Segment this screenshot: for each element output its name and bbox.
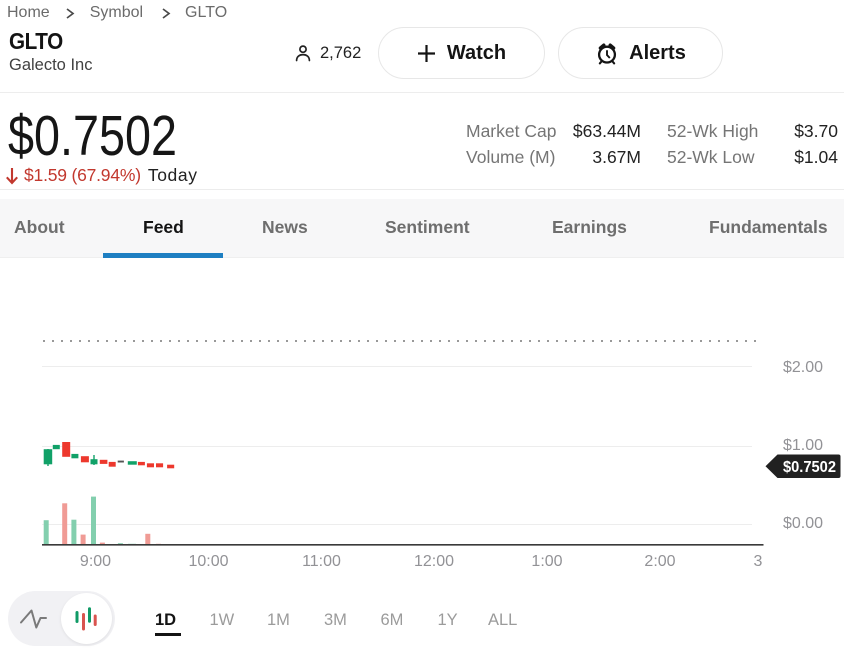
svg-text:11:00: 11:00 xyxy=(302,553,341,570)
svg-text:2:00: 2:00 xyxy=(644,553,675,570)
svg-text:12:00: 12:00 xyxy=(414,553,454,570)
svg-text:$0.00: $0.00 xyxy=(783,515,823,532)
svg-text:$2.00: $2.00 xyxy=(783,359,823,376)
svg-text:3: 3 xyxy=(754,553,763,570)
svg-text:1:00: 1:00 xyxy=(531,553,562,570)
svg-text:10:00: 10:00 xyxy=(188,553,228,570)
svg-text:$0.7502: $0.7502 xyxy=(783,459,836,476)
svg-text:$1.00: $1.00 xyxy=(783,437,823,454)
svg-text:9:00: 9:00 xyxy=(80,553,111,570)
